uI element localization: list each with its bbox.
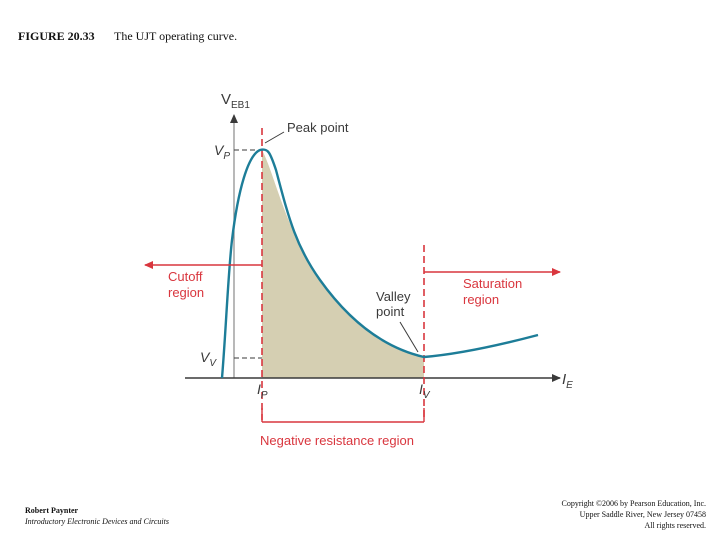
cutoff-label-line2: region bbox=[168, 285, 204, 300]
copyright-line-2: Upper Saddle River, New Jersey 07458 bbox=[579, 510, 706, 519]
iv-label: IV bbox=[419, 381, 431, 401]
x-axis-label: IE bbox=[562, 371, 573, 391]
footer-copyright: Copyright ©2006 by Pearson Education, In… bbox=[562, 498, 707, 531]
valley-point-pointer bbox=[399, 321, 419, 353]
peak-point-label: Peak point bbox=[287, 120, 349, 135]
figure-title: The UJT operating curve. bbox=[114, 29, 238, 43]
negative-resistance-shading bbox=[262, 150, 424, 378]
cutoff-label-line1: Cutoff bbox=[168, 269, 203, 284]
footer-author: Robert Paynter bbox=[25, 506, 79, 515]
y-axis-label: VEB1 bbox=[221, 91, 250, 111]
saturation-label-line2: region bbox=[463, 292, 499, 307]
vp-label: VP bbox=[214, 142, 230, 162]
saturation-label-line1: Saturation bbox=[463, 276, 522, 291]
copyright-line-3: All rights reserved. bbox=[644, 521, 706, 530]
ujt-operating-curve bbox=[220, 148, 539, 379]
ip-label: IP bbox=[257, 381, 268, 401]
footer-book-title: Introductory Electronic Devices and Circ… bbox=[25, 517, 169, 526]
copyright-line-1: Copyright ©2006 by Pearson Education, In… bbox=[561, 499, 707, 508]
valley-point-label-line2: point bbox=[376, 304, 405, 319]
footer-credits: Robert Paynter Introductory Electronic D… bbox=[25, 505, 169, 527]
figure-number: FIGURE 20.33 bbox=[18, 29, 95, 43]
negative-resistance-label: Negative resistance region bbox=[260, 433, 414, 448]
vv-label: VV bbox=[200, 349, 217, 369]
valley-point-label-line1: Valley bbox=[376, 289, 411, 304]
peak-point-pointer bbox=[264, 131, 285, 144]
